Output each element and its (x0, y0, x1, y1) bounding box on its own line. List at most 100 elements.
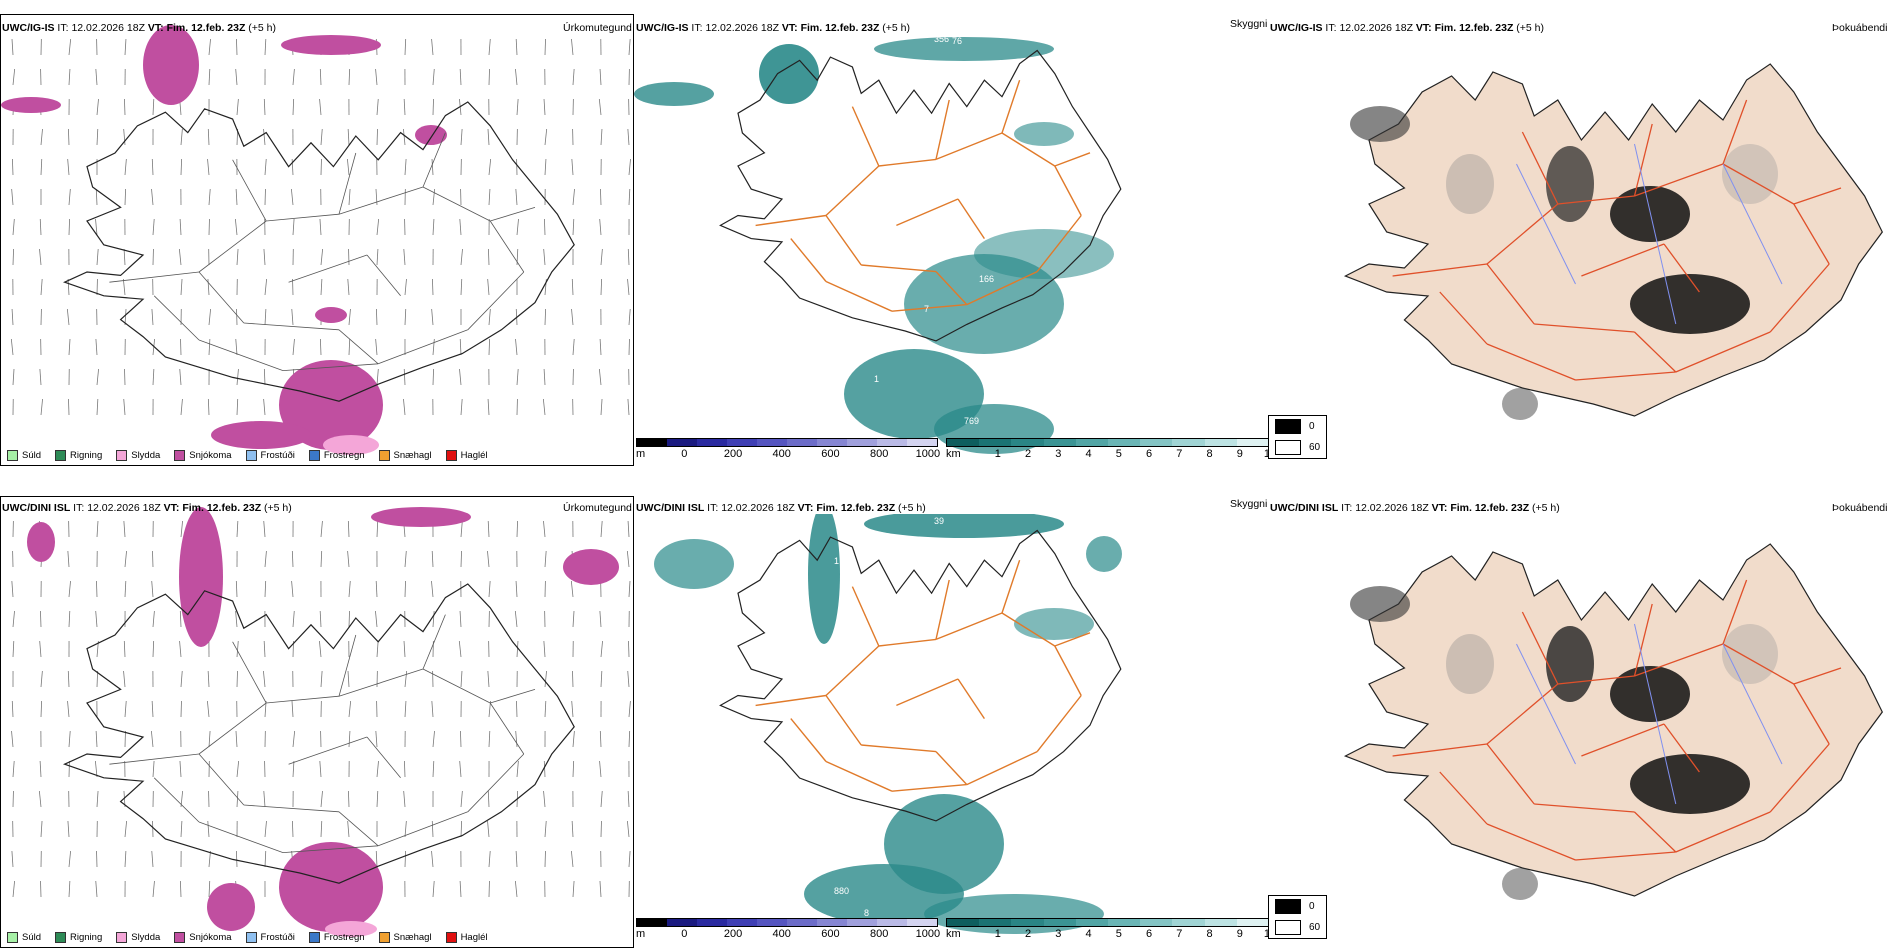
wind-barb (572, 188, 575, 206)
wind-barb (11, 38, 14, 56)
iceland-coastline (719, 49, 1122, 342)
wind-barb (543, 98, 546, 116)
wind-barb (96, 128, 99, 146)
road-line (1633, 123, 1653, 197)
wind-barb (68, 850, 71, 868)
scale-tick-label: 6 (1145, 928, 1153, 940)
legend-label: Frostregn (323, 932, 365, 943)
road-line (198, 339, 284, 371)
wind-barb (460, 820, 463, 838)
wind-barb (516, 368, 519, 386)
fog-dense (1630, 754, 1750, 814)
fog-dense (1610, 666, 1690, 722)
wind-barb (348, 700, 352, 718)
road-line (1722, 99, 1748, 165)
wind-barb (432, 368, 434, 386)
wind-barb (124, 820, 128, 838)
scale-tick-label: 1000 (915, 928, 941, 940)
wind-barb (319, 98, 322, 116)
scale-step (667, 919, 697, 926)
wind-barb (599, 338, 602, 356)
scale-step (1140, 919, 1173, 926)
wind-barb (431, 550, 434, 568)
wind-barb (627, 128, 630, 146)
wind-barb (151, 730, 154, 748)
scale-unit: km (946, 448, 961, 460)
scale-step (947, 919, 980, 926)
iceland-coastline (62, 101, 575, 402)
wind-barb (404, 850, 407, 868)
precip-legend-item: Snjókoma (174, 450, 232, 461)
wind-barb (11, 700, 14, 718)
wind-barb (432, 610, 435, 628)
wind-barb (151, 580, 154, 598)
wind-barb (123, 670, 126, 688)
wind-barb (404, 308, 407, 326)
road-line (1439, 771, 1488, 825)
scale-step (1011, 919, 1044, 926)
scale-unit: m (636, 928, 646, 940)
road-line (1722, 163, 1795, 205)
wind-barb (348, 188, 351, 206)
wind-barb (151, 308, 154, 326)
wind-barb (263, 128, 266, 146)
cloud-base-value: 166 (979, 274, 994, 284)
road-line (935, 271, 968, 306)
road-line (1054, 645, 1082, 696)
wind-barb (151, 850, 154, 868)
scale-unit: m (636, 448, 646, 460)
cloud-vis-panel-row1: 356 76 314 19 97 166 7 1 769 (634, 34, 1270, 456)
wind-barb (627, 398, 630, 416)
scale-step (637, 439, 667, 446)
legend-label: Rigning (70, 932, 103, 943)
fog-moderate (1722, 624, 1778, 684)
wind-barb (68, 38, 72, 56)
wind-barb (571, 850, 574, 868)
wind-barb (459, 760, 462, 778)
legend-swatch (116, 450, 128, 461)
wind-barb (95, 68, 98, 86)
wind-barb (151, 158, 154, 176)
cloud-base-value: 8 (864, 908, 869, 918)
road-line (338, 668, 424, 697)
wind-barb (376, 790, 379, 808)
wind-barb (123, 248, 126, 266)
scale-tick-label: 8 (1206, 448, 1213, 460)
wind-barb (151, 700, 154, 718)
wind-barb (459, 368, 462, 386)
wind-barb (376, 248, 379, 266)
panel-title-cloud-row1: Skyggni (1230, 18, 1268, 30)
cloud-base-value: 314 (714, 76, 729, 86)
wind-barb (432, 278, 434, 296)
wind-barb (348, 338, 351, 356)
wind-barb (67, 670, 70, 688)
road-line (467, 753, 525, 813)
wind-barb (459, 68, 462, 86)
scale-step (1075, 919, 1109, 926)
wind-barb (628, 730, 631, 748)
wind-barb (488, 158, 492, 176)
wind-barb (487, 278, 490, 296)
wind-barb (152, 610, 155, 628)
wind-barb (376, 760, 379, 778)
scale-tick-label: 2 (1025, 928, 1032, 940)
scale-step (1011, 439, 1044, 446)
wind-barb (488, 850, 491, 868)
road-line (1575, 851, 1676, 861)
scale-tick-label: 8 (1206, 928, 1213, 940)
river-line (1634, 623, 1677, 805)
fog-legend-value: 60 (1309, 442, 1321, 453)
road-line (490, 689, 536, 704)
road-line (198, 220, 267, 273)
wind-barb (264, 850, 267, 868)
road-line (1486, 263, 1535, 325)
wind-barb (404, 550, 407, 568)
cloud-base-scale-row2: m 0 200 400 600 800 1000 (636, 918, 941, 941)
wind-barb (235, 850, 238, 868)
wind-barb (12, 158, 14, 176)
wind-barb (572, 730, 575, 748)
wind-barb (320, 278, 323, 296)
scale-step (1108, 439, 1141, 446)
sleet-area (323, 435, 379, 455)
wind-barb (572, 218, 575, 236)
